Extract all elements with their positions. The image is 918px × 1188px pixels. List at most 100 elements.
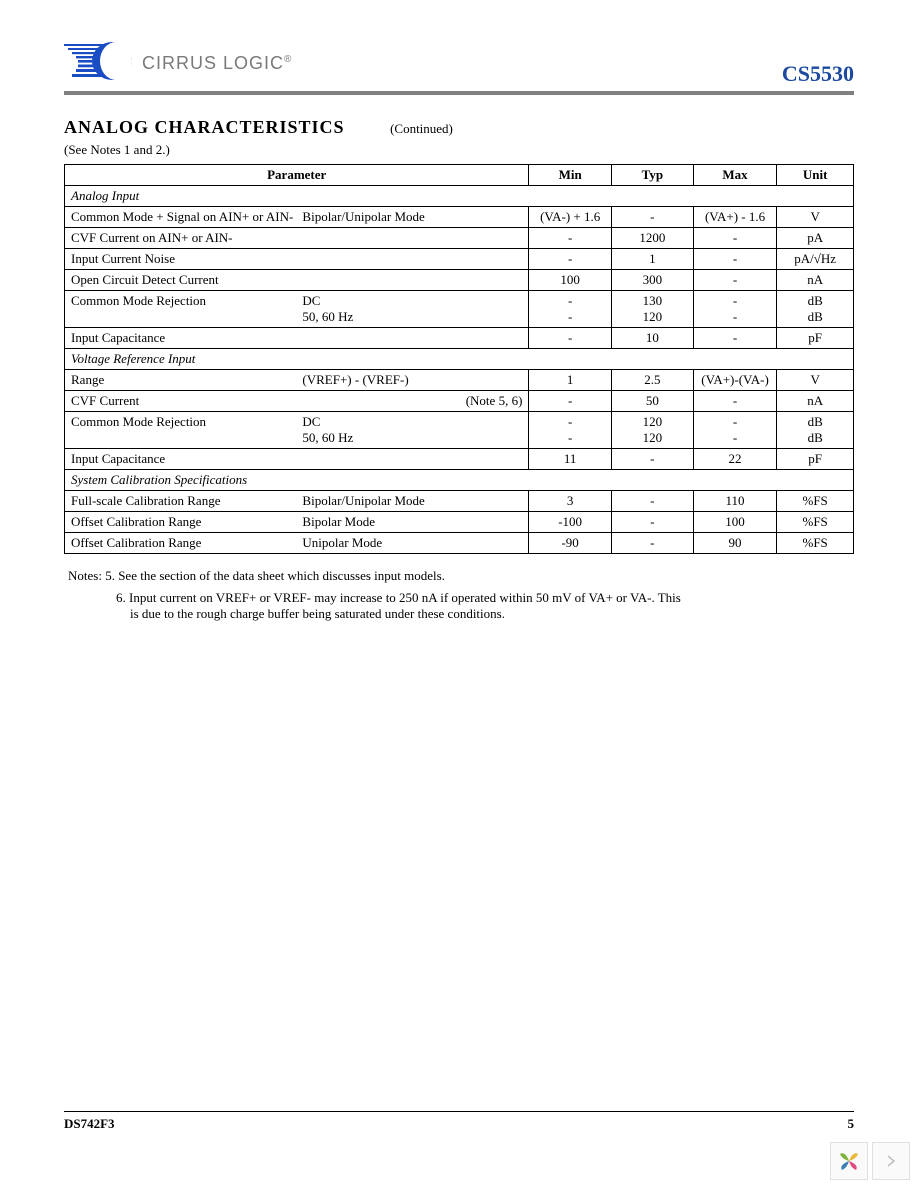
cell-min: 100 <box>529 270 611 291</box>
cell-min: 3 <box>529 491 611 512</box>
cell-unit: dBdB <box>777 412 854 449</box>
cell-unit: %FS <box>777 533 854 554</box>
cell-typ: 1 <box>611 249 693 270</box>
cell-typ: - <box>611 512 693 533</box>
cell-min: - <box>529 328 611 349</box>
header-rule <box>64 91 854 95</box>
cell-typ: - <box>611 449 693 470</box>
cell-unit: pF <box>777 449 854 470</box>
cell-typ: 2.5 <box>611 370 693 391</box>
cell-min: - <box>529 391 611 412</box>
section-title: ANALOG CHARACTERISTICS (Continued) <box>64 117 854 138</box>
cell-parameter: CVF Current on AIN+ or AIN- <box>65 228 529 249</box>
col-unit: Unit <box>777 165 854 186</box>
cell-parameter: Full-scale Calibration RangeBipolar/Unip… <box>65 491 529 512</box>
cell-max: (VA+)-(VA-) <box>693 370 777 391</box>
page-number: 5 <box>848 1116 855 1132</box>
corner-badge[interactable] <box>830 1142 910 1180</box>
page: CIRRUS LOGIC® CS5530 ANALOG CHARACTERIST… <box>0 0 918 662</box>
part-number: CS5530 <box>782 61 854 87</box>
cell-typ: 120120 <box>611 412 693 449</box>
table-row: Input Capacitance11-22pF <box>65 449 854 470</box>
cell-min: 11 <box>529 449 611 470</box>
continued-label: (Continued) <box>390 121 453 136</box>
cell-typ: 10 <box>611 328 693 349</box>
cell-unit: V <box>777 370 854 391</box>
note-6-line2: is due to the rough charge buffer being … <box>130 606 854 622</box>
cell-typ: - <box>611 207 693 228</box>
brand-logo: CIRRUS LOGIC® <box>64 40 292 87</box>
cell-max: - <box>693 249 777 270</box>
flower-icon[interactable] <box>830 1142 868 1180</box>
cell-parameter: Open Circuit Detect Current <box>65 270 529 291</box>
table-row: Common Mode RejectionDC50, 60 Hz--120120… <box>65 412 854 449</box>
cell-min: -- <box>529 412 611 449</box>
doc-id: DS742F3 <box>64 1116 115 1132</box>
cell-min: -90 <box>529 533 611 554</box>
cell-max: 90 <box>693 533 777 554</box>
cell-max: - <box>693 270 777 291</box>
cell-max: 22 <box>693 449 777 470</box>
table-row: Common Mode + Signal on AIN+ or AIN-Bipo… <box>65 207 854 228</box>
note-5: Notes: 5. See the section of the data sh… <box>68 568 854 584</box>
cell-parameter: Common Mode RejectionDC50, 60 Hz <box>65 412 529 449</box>
cell-unit: pA/√Hz <box>777 249 854 270</box>
section-heading: Analog Input <box>65 186 854 207</box>
next-arrow-icon[interactable] <box>872 1142 910 1180</box>
brand-name: CIRRUS LOGIC® <box>142 53 292 74</box>
cell-unit: pF <box>777 328 854 349</box>
section-title-text: ANALOG CHARACTERISTICS <box>64 117 345 137</box>
cell-min: 1 <box>529 370 611 391</box>
cell-unit: pA <box>777 228 854 249</box>
cell-max: -- <box>693 412 777 449</box>
cell-max: -- <box>693 291 777 328</box>
cell-unit: dBdB <box>777 291 854 328</box>
cell-typ: 1200 <box>611 228 693 249</box>
table-header-row: Parameter Min Typ Max Unit <box>65 165 854 186</box>
see-notes: (See Notes 1 and 2.) <box>64 142 854 158</box>
cell-max: (VA+) - 1.6 <box>693 207 777 228</box>
cell-parameter: Common Mode RejectionDC50, 60 Hz <box>65 291 529 328</box>
table-row: Input Capacitance-10-pF <box>65 328 854 349</box>
cell-unit: %FS <box>777 491 854 512</box>
cell-unit: %FS <box>777 512 854 533</box>
page-footer: DS742F3 5 <box>64 1111 854 1133</box>
col-parameter: Parameter <box>65 165 529 186</box>
header: CIRRUS LOGIC® CS5530 <box>64 40 854 87</box>
cell-parameter: Input Current Noise <box>65 249 529 270</box>
logo-mark-icon <box>64 40 136 87</box>
table-row: Offset Calibration RangeBipolar Mode-100… <box>65 512 854 533</box>
cell-parameter: CVF Current(Note 5, 6) <box>65 391 529 412</box>
col-max: Max <box>693 165 777 186</box>
cell-parameter: Offset Calibration RangeUnipolar Mode <box>65 533 529 554</box>
cell-max: 100 <box>693 512 777 533</box>
cell-typ: - <box>611 491 693 512</box>
cell-unit: V <box>777 207 854 228</box>
table-row: Common Mode RejectionDC50, 60 Hz --130120… <box>65 291 854 328</box>
cell-parameter: Input Capacitance <box>65 449 529 470</box>
notes-block: Notes: 5. See the section of the data sh… <box>64 568 854 622</box>
footer-rule <box>64 1111 854 1113</box>
table-row: Full-scale Calibration RangeBipolar/Unip… <box>65 491 854 512</box>
table-row: CVF Current on AIN+ or AIN--1200-pA <box>65 228 854 249</box>
cell-unit: nA <box>777 391 854 412</box>
cell-unit: nA <box>777 270 854 291</box>
table-row: CVF Current(Note 5, 6)-50-nA <box>65 391 854 412</box>
section-heading: Voltage Reference Input <box>65 349 854 370</box>
table-row: Range(VREF+) - (VREF-)12.5(VA+)-(VA-)V <box>65 370 854 391</box>
col-typ: Typ <box>611 165 693 186</box>
table-row: Offset Calibration RangeUnipolar Mode-90… <box>65 533 854 554</box>
table-row: Input Current Noise-1-pA/√Hz <box>65 249 854 270</box>
cell-typ: - <box>611 533 693 554</box>
cell-max: - <box>693 328 777 349</box>
cell-parameter: Common Mode + Signal on AIN+ or AIN-Bipo… <box>65 207 529 228</box>
cell-max: - <box>693 391 777 412</box>
spec-table: Parameter Min Typ Max Unit Analog InputC… <box>64 164 854 554</box>
table-row: Open Circuit Detect Current100300-nA <box>65 270 854 291</box>
cell-parameter: Range(VREF+) - (VREF-) <box>65 370 529 391</box>
cell-min: -100 <box>529 512 611 533</box>
col-min: Min <box>529 165 611 186</box>
cell-typ: 130120 <box>611 291 693 328</box>
cell-max: 110 <box>693 491 777 512</box>
cell-min: - <box>529 249 611 270</box>
